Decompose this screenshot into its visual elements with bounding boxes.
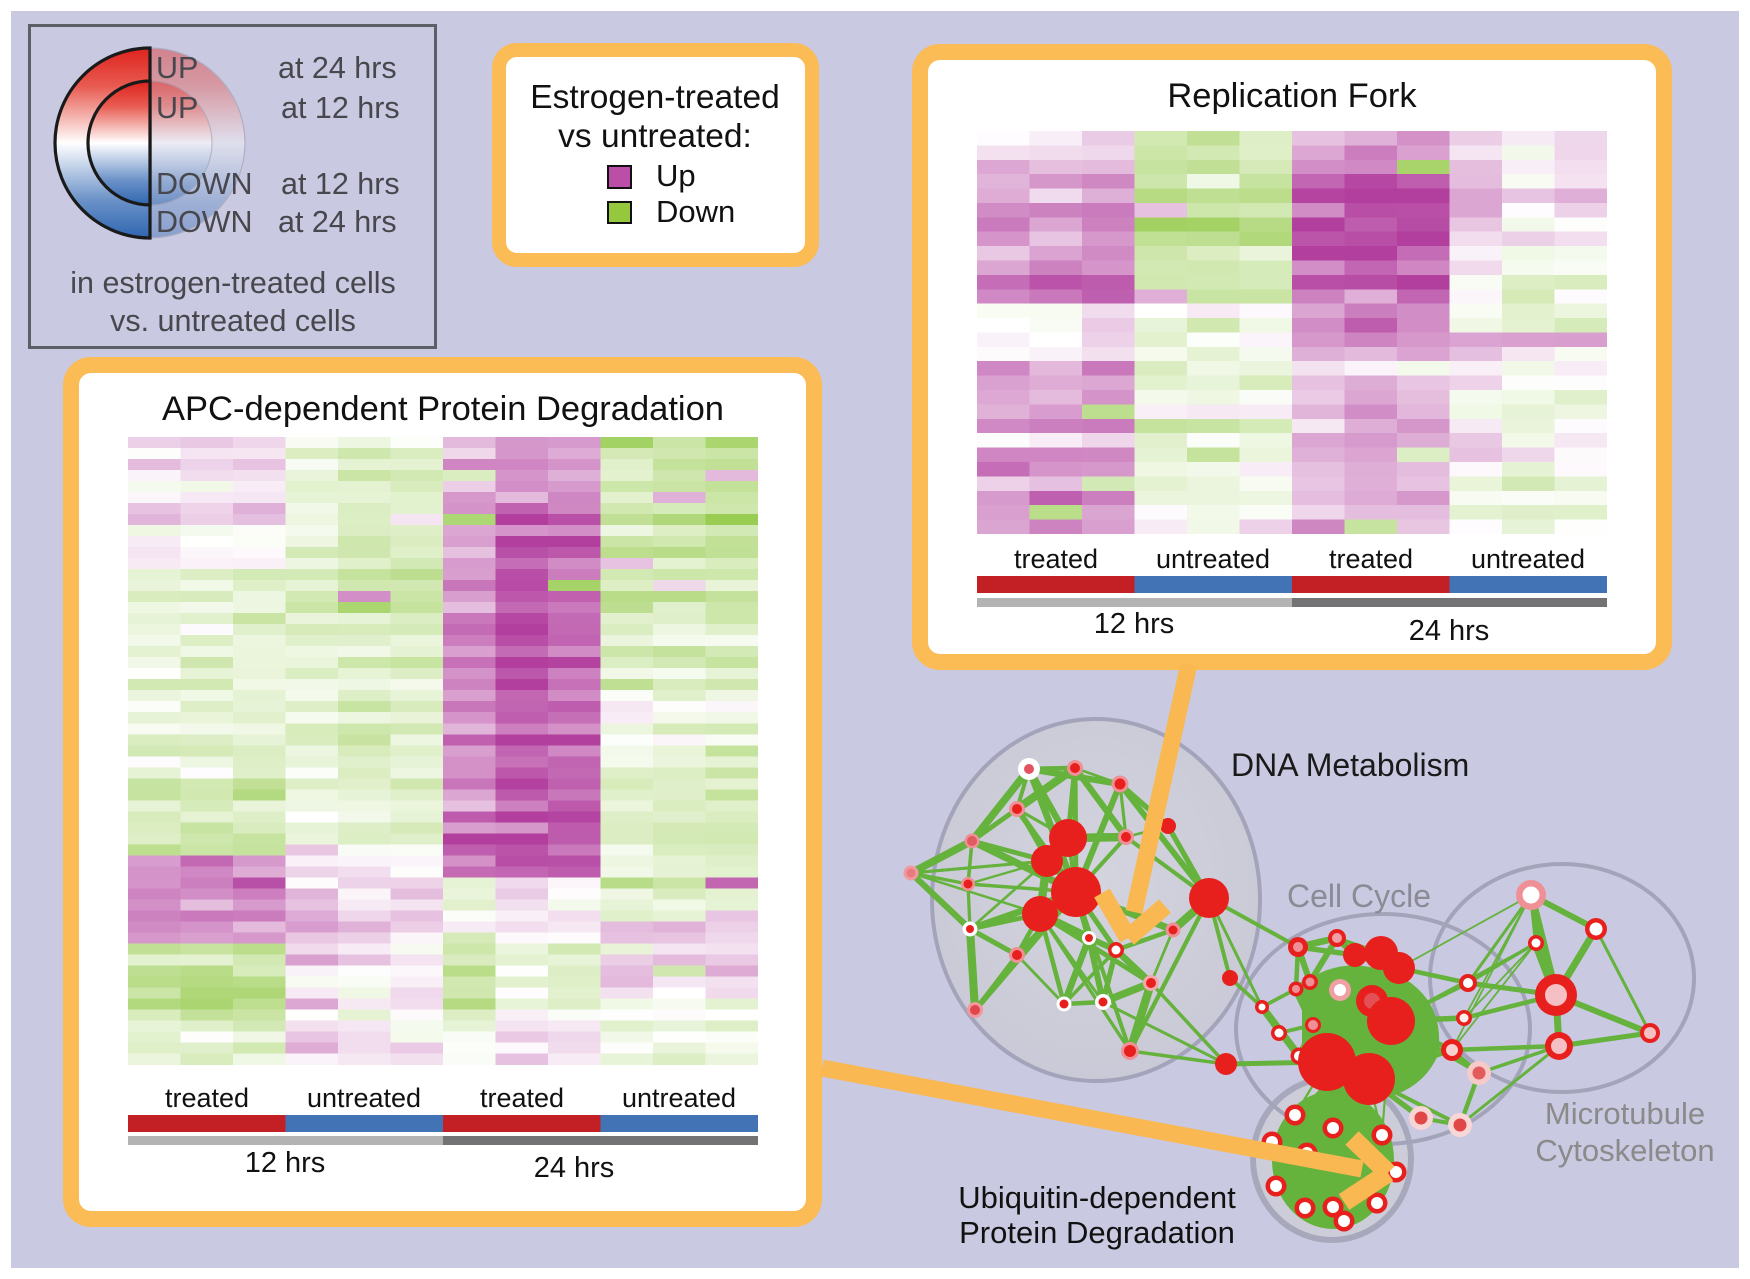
svg-text:24 hrs: 24 hrs [534,1152,615,1184]
svg-text:Replication Fork: Replication Fork [1167,77,1417,115]
svg-text:vs. untreated cells: vs. untreated cells [110,304,356,338]
svg-text:vs untreated:: vs untreated: [558,118,752,155]
svg-text:UP: UP [156,51,198,85]
svg-text:untreated: untreated [622,1083,736,1113]
svg-text:untreated: untreated [307,1083,421,1113]
svg-text:DOWN: DOWN [156,167,253,201]
svg-text:Up: Up [656,158,696,193]
svg-text:in estrogen-treated cells: in estrogen-treated cells [70,266,396,300]
svg-text:Cytoskeleton: Cytoskeleton [1535,1133,1714,1168]
svg-text:24 hrs: 24 hrs [1409,615,1490,647]
svg-text:APC-dependent Protein Degradat: APC-dependent Protein Degradation [162,390,724,428]
svg-text:UP: UP [156,91,198,125]
svg-text:DOWN: DOWN [156,205,253,239]
svg-text:DNA Metabolism: DNA Metabolism [1231,747,1469,783]
svg-text:treated: treated [1329,544,1413,574]
svg-text:untreated: untreated [1156,544,1270,574]
svg-text:treated: treated [1014,544,1098,574]
svg-text:Microtubule: Microtubule [1545,1096,1705,1131]
svg-text:untreated: untreated [1471,544,1585,574]
svg-text:Down: Down [656,194,735,229]
svg-text:at 12 hrs: at 12 hrs [281,167,400,201]
svg-text:12 hrs: 12 hrs [1094,608,1175,640]
svg-text:treated: treated [480,1083,564,1113]
svg-text:at 12 hrs: at 12 hrs [281,91,400,125]
svg-text:12 hrs: 12 hrs [245,1147,326,1179]
svg-text:at 24 hrs: at 24 hrs [278,51,397,85]
svg-text:treated: treated [165,1083,249,1113]
svg-text:Ubiquitin-dependent: Ubiquitin-dependent [958,1180,1236,1215]
svg-text:at 24 hrs: at 24 hrs [278,205,397,239]
svg-text:Protein Degradation: Protein Degradation [959,1215,1235,1250]
svg-text:Cell Cycle: Cell Cycle [1287,878,1431,914]
svg-text:Estrogen-treated: Estrogen-treated [530,79,780,116]
